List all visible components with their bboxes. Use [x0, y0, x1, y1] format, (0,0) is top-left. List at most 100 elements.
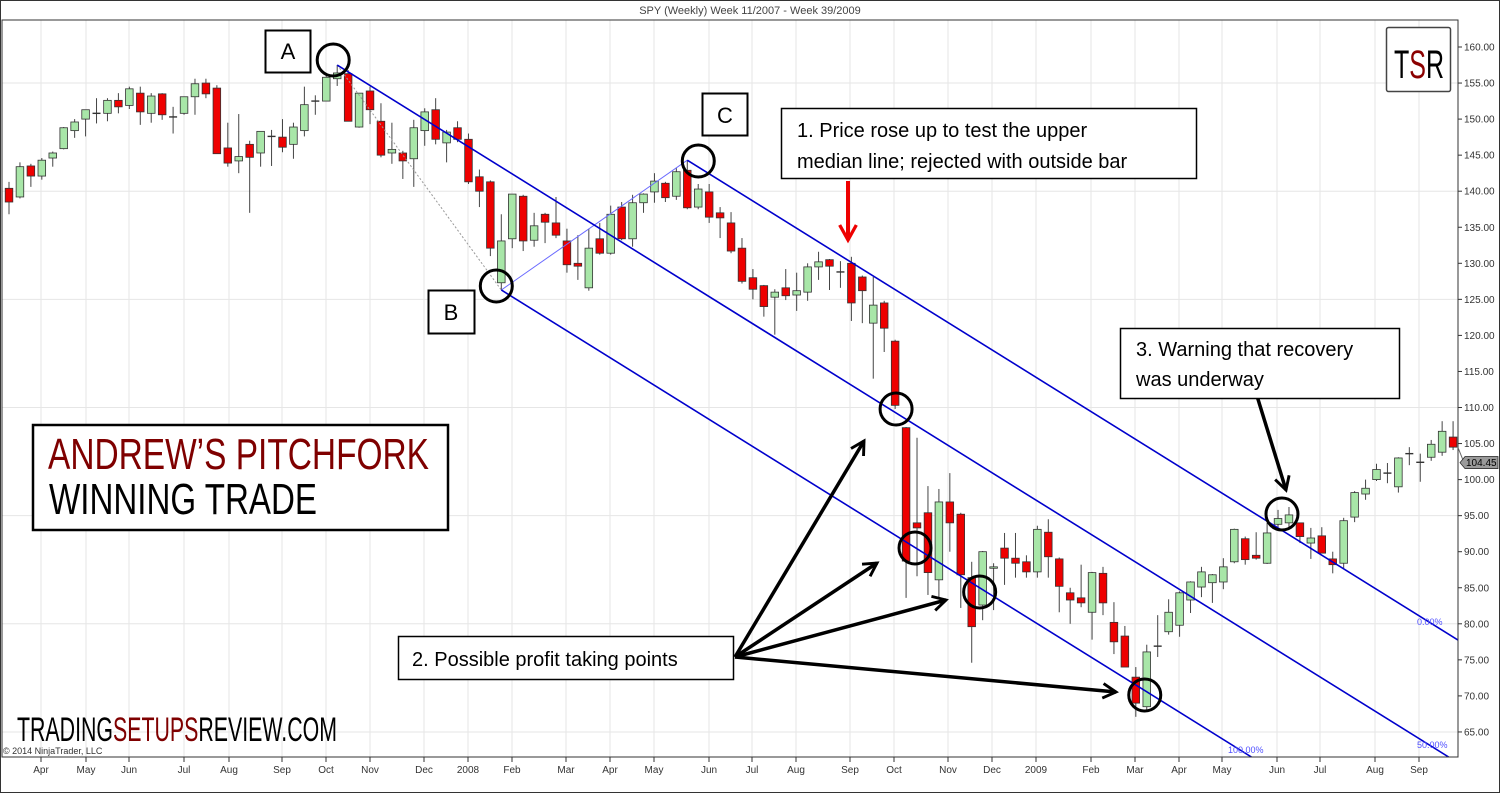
candle-body — [1230, 528, 1239, 563]
candle-body — [15, 166, 25, 198]
y-tick-label: 110.00 — [1464, 403, 1494, 414]
svg-text:TRADINGSETUPSREVIEW.COM: TRADINGSETUPSREVIEW.COM — [17, 711, 337, 749]
x-tick-label: Jul — [1314, 765, 1327, 776]
arrow-icon — [734, 563, 877, 659]
x-tick-label: Sep — [273, 765, 291, 776]
candle-body — [1339, 520, 1348, 564]
candle-body — [1284, 514, 1294, 524]
x-tick-label: Apr — [1171, 765, 1187, 776]
x-tick-label: May — [77, 765, 96, 776]
candle-body — [223, 147, 232, 164]
watermark: TRADINGSETUPSREVIEW.COM — [17, 711, 337, 749]
candle-body — [628, 202, 637, 240]
candle-body — [387, 148, 397, 154]
candle-body — [1175, 592, 1184, 626]
candle-body — [70, 121, 79, 132]
title-line-1: ANDREW’S PITCHFORK — [48, 430, 429, 479]
candle-body — [890, 340, 900, 406]
candle-body — [245, 143, 254, 158]
y-tick-label: 70.00 — [1464, 691, 1489, 702]
y-tick-label: 105.00 — [1464, 439, 1495, 450]
candle — [103, 98, 112, 122]
candle — [508, 193, 517, 249]
candle-body — [1361, 487, 1370, 495]
candle — [1055, 557, 1064, 613]
candle-body — [26, 165, 36, 177]
label-a: A — [281, 39, 296, 64]
candle-body — [37, 159, 47, 177]
candle — [748, 269, 758, 300]
candle-body — [256, 130, 265, 154]
candle-body — [464, 138, 473, 183]
candle-body — [650, 180, 659, 193]
x-tick-label: Jun — [121, 765, 137, 776]
candle — [836, 261, 845, 288]
candle — [48, 151, 57, 167]
x-tick-label: Feb — [503, 765, 521, 776]
candle-body — [781, 287, 790, 297]
candle-body — [880, 302, 889, 329]
candle — [1350, 491, 1359, 523]
candle — [1427, 439, 1436, 461]
candle-body — [1394, 457, 1403, 488]
candle-body — [551, 222, 561, 236]
candle-body — [278, 136, 287, 148]
candle-body — [114, 99, 123, 108]
arrow-icon — [733, 441, 864, 658]
candle-body — [617, 206, 626, 240]
candle — [376, 103, 386, 158]
candle — [1175, 591, 1184, 637]
candle — [1372, 463, 1381, 482]
candle-body — [1087, 572, 1097, 613]
candle — [1262, 522, 1272, 564]
candle-body — [409, 127, 418, 160]
candle-body — [814, 261, 823, 268]
x-tick-label: Nov — [939, 765, 957, 776]
candle-body — [1044, 531, 1053, 558]
candle — [212, 85, 222, 155]
candle — [37, 158, 47, 180]
candle — [880, 300, 889, 352]
x-tick-label: Dec — [415, 765, 433, 776]
candle — [1251, 532, 1261, 560]
candle — [300, 86, 309, 137]
candle-body — [584, 247, 594, 289]
candle-body — [1295, 522, 1305, 537]
candle — [694, 183, 703, 210]
candle-body — [803, 266, 812, 293]
candle-body — [1251, 554, 1261, 559]
candle-body — [201, 82, 211, 95]
x-tick-label: May — [645, 765, 664, 776]
candle — [26, 163, 36, 187]
candle-body — [1208, 574, 1217, 584]
x-tick-label: Apr — [602, 765, 618, 776]
candle-body — [737, 247, 747, 282]
candle — [256, 130, 265, 167]
candle-body — [147, 95, 156, 114]
candle-body — [179, 96, 189, 114]
y-tick-label: 130.00 — [1464, 259, 1495, 270]
x-tick-label: Oct — [318, 765, 334, 776]
candle — [639, 193, 648, 213]
arrow-icon — [1255, 395, 1286, 490]
candle-body — [1197, 571, 1206, 588]
candle — [551, 196, 561, 239]
plot-frame — [1, 19, 1459, 758]
y-tick-label: 85.00 — [1464, 583, 1489, 594]
candle — [169, 106, 178, 134]
candle-body — [518, 195, 528, 242]
x-tick-label: Jul — [746, 765, 759, 776]
candle — [1076, 564, 1086, 608]
candle — [387, 122, 397, 164]
candle-body — [343, 73, 353, 122]
candles — [4, 65, 1458, 717]
candle — [1339, 517, 1348, 569]
candle — [267, 129, 276, 166]
candle — [1230, 528, 1239, 564]
candle-body — [475, 176, 484, 192]
candle-body — [1427, 443, 1436, 458]
x-tick-label: Jun — [701, 765, 717, 776]
candle — [81, 109, 90, 137]
candle-body — [792, 290, 801, 296]
candle — [1241, 536, 1250, 565]
